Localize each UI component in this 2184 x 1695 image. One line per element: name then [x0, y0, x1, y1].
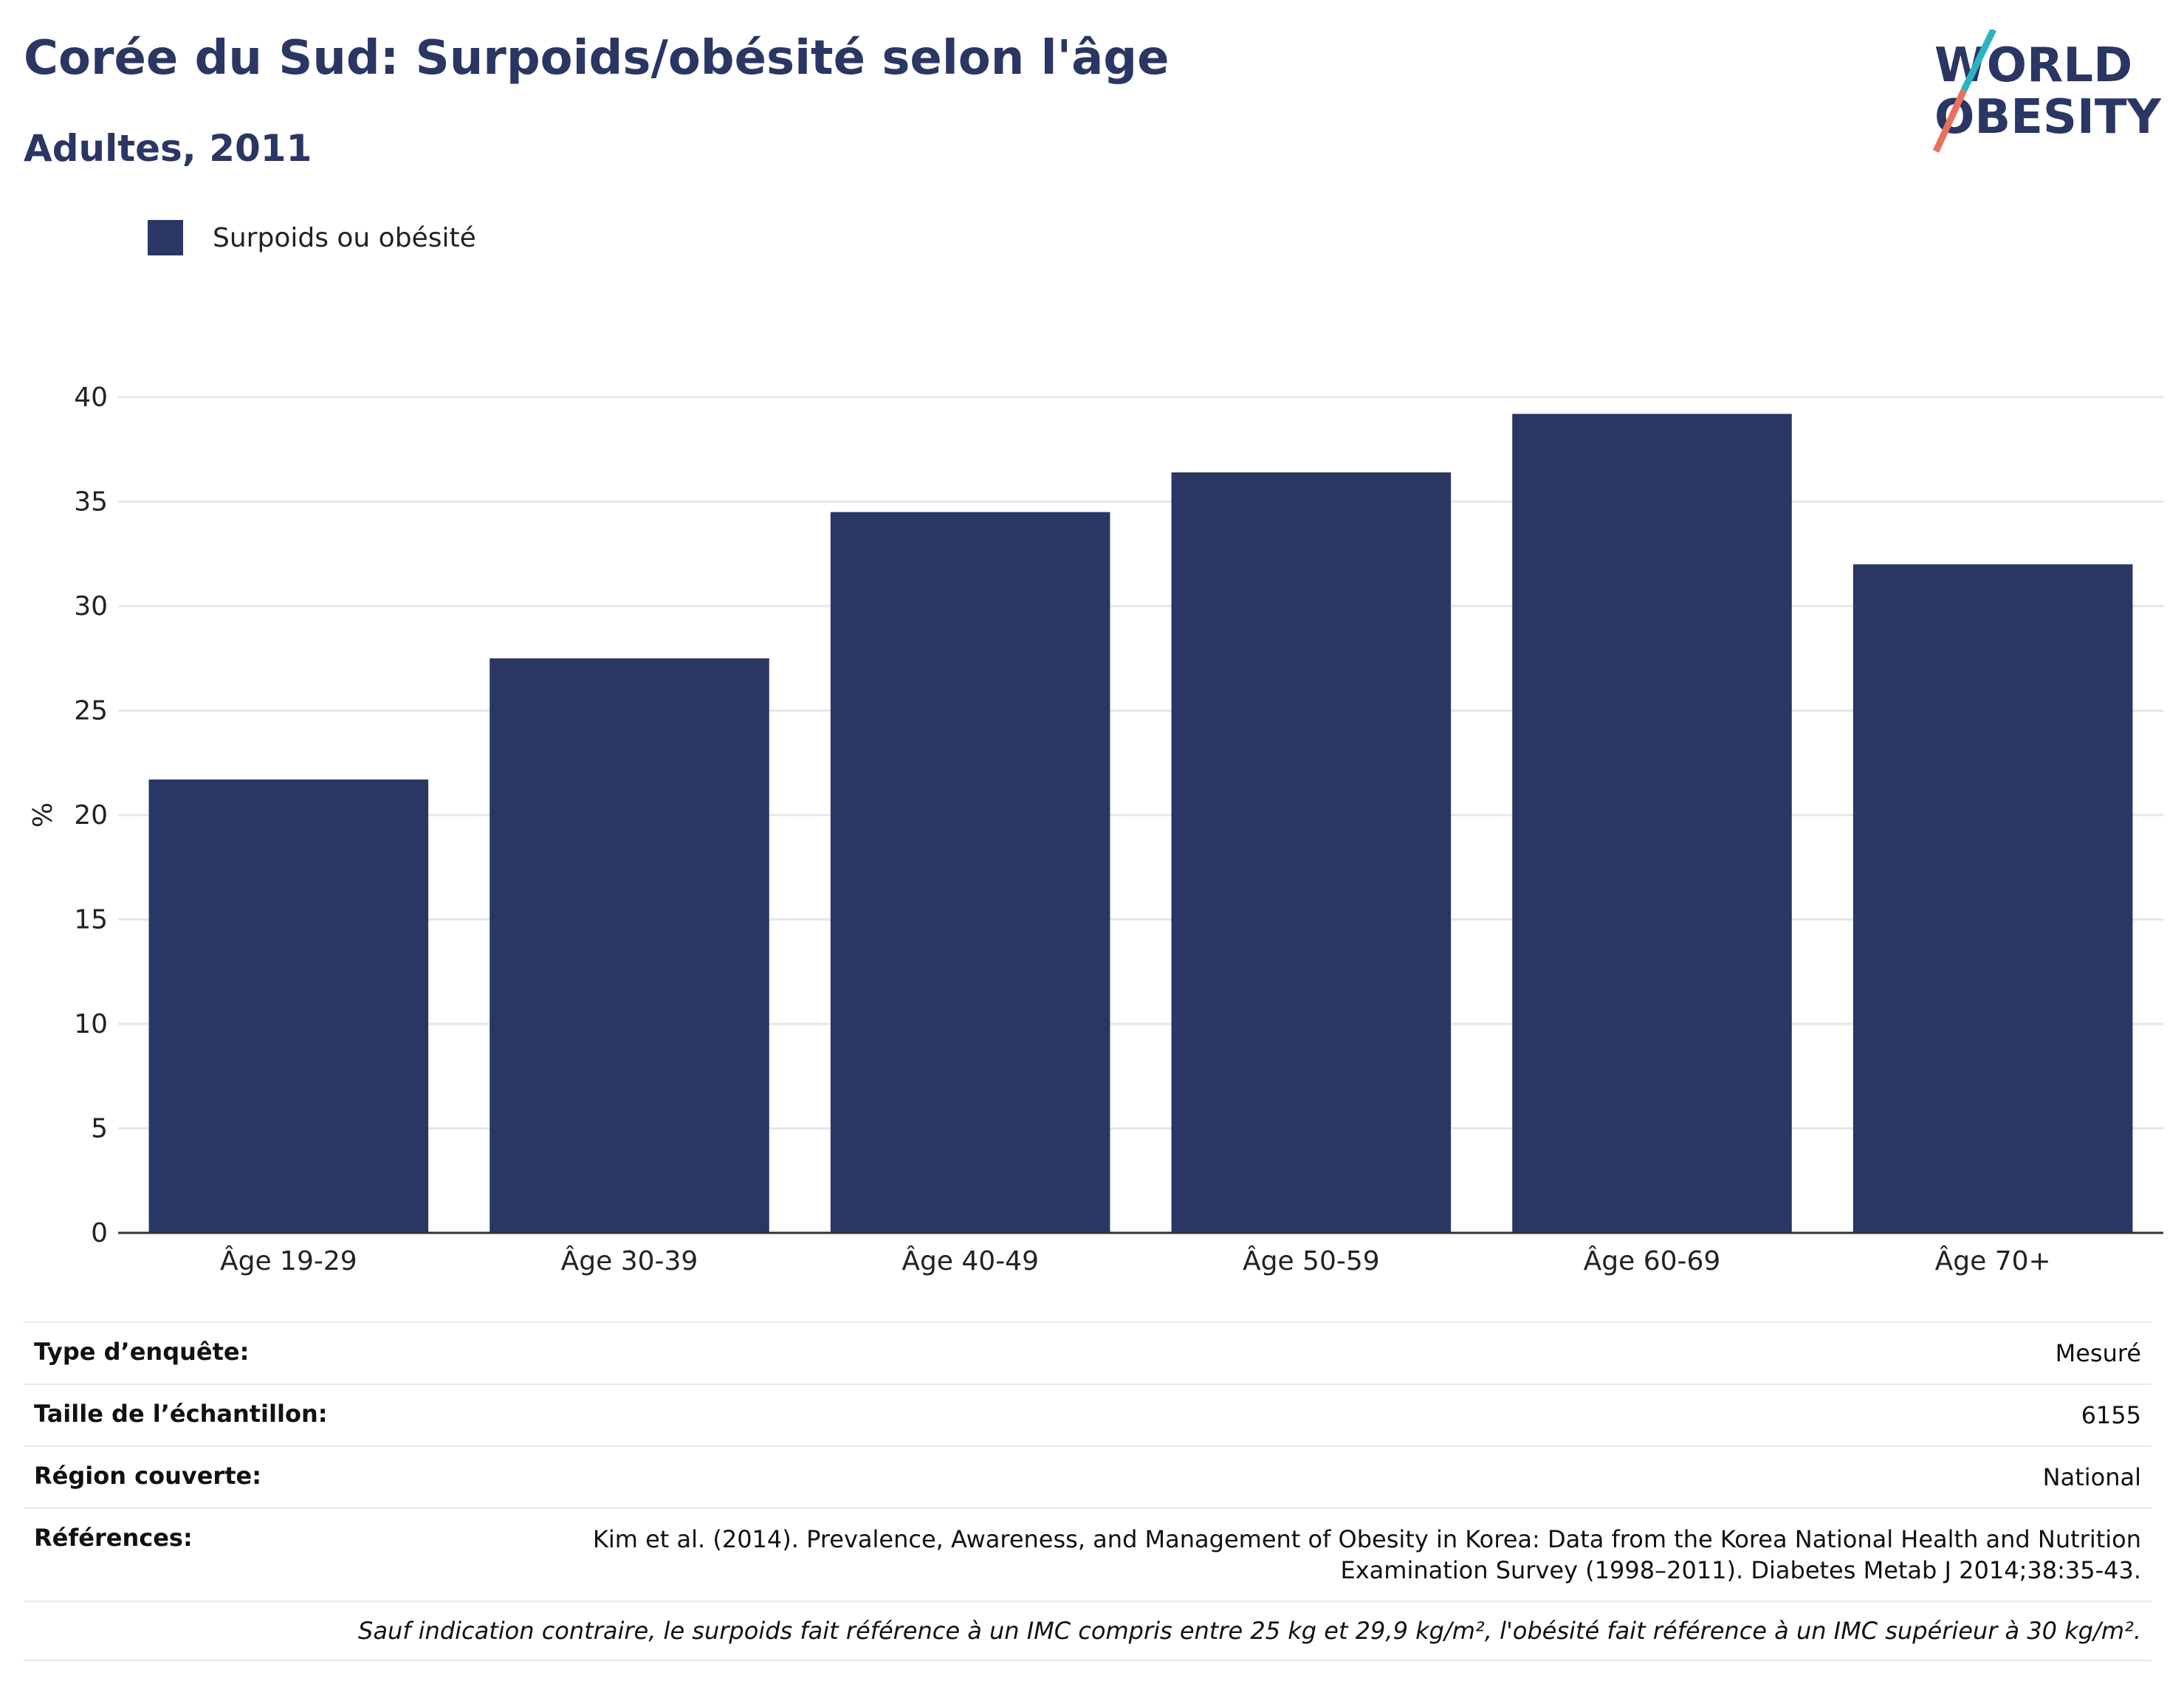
info-value: Mesuré	[2055, 1339, 2141, 1367]
legend-label: Surpoids ou obésité	[213, 222, 476, 253]
bar	[148, 779, 429, 1233]
info-key: Région couverte:	[34, 1462, 261, 1490]
logo-slash-coral	[1932, 89, 1968, 153]
x-tick-label: Âge 70+	[1935, 1245, 2051, 1276]
info-value: 6155	[2081, 1401, 2141, 1429]
info-key: Type d’enquête:	[34, 1338, 250, 1366]
info-note: Sauf indication contraire, le surpoids f…	[24, 1601, 2152, 1661]
y-tick-label: 35	[74, 487, 108, 518]
y-tick-label: 15	[74, 905, 108, 935]
chart-subtitle: Adultes, 2011	[24, 127, 312, 170]
y-tick-label: 30	[74, 591, 108, 622]
x-tick-label: Âge 30-39	[561, 1245, 698, 1276]
info-row-sample-size: Taille de l’échantillon: 6155	[24, 1383, 2152, 1445]
logo-slash-teal	[1960, 30, 1997, 92]
info-key: Taille de l’échantillon:	[34, 1400, 328, 1428]
bar	[1852, 564, 2133, 1233]
world-obesity-logo: WORLD OBESITY	[1932, 30, 2161, 153]
bar	[1512, 413, 1792, 1233]
legend: Surpoids ou obésité	[148, 220, 476, 255]
info-value: Kim et al. (2014). Prevalence, Awareness…	[592, 1525, 2141, 1584]
y-tick-label: 0	[91, 1218, 108, 1248]
y-axis-label: %	[28, 802, 58, 828]
logo-line2: OBESITY	[1934, 90, 2161, 145]
bar	[490, 658, 769, 1233]
info-row-region: Région couverte: National	[24, 1445, 2152, 1507]
bar-chart: 0 5 10 15 20 25 30 35 40% Âge 19-29 Âge 30-39 Âge 4…	[28, 382, 2163, 1276]
x-tick-label: Âge 50-59	[1243, 1245, 1380, 1276]
info-row-survey-type: Type d’enquête: Mesuré	[24, 1321, 2152, 1383]
y-tick-label: 10	[74, 1009, 108, 1039]
bar	[830, 512, 1110, 1233]
chart-title: Corée du Sud: Surpoids/obésité selon l'â…	[24, 31, 1170, 86]
x-tick-label: Âge 40-49	[902, 1245, 1039, 1276]
legend-swatch	[148, 220, 183, 255]
info-row-references: Références: Kim et al. (2014). Prevalenc…	[24, 1507, 2152, 1601]
y-tick-label: 25	[74, 696, 108, 726]
x-tick-label: Âge 60-69	[1584, 1245, 1721, 1276]
y-tick-label: 20	[74, 800, 108, 831]
info-key: Références:	[34, 1524, 193, 1552]
y-tick-label: 5	[91, 1114, 108, 1144]
x-tick-label: Âge 19-29	[220, 1245, 357, 1276]
info-value: National	[2042, 1463, 2141, 1491]
bar	[1171, 472, 1452, 1233]
y-tick-label: 40	[74, 382, 108, 413]
info-table: Type d’enquête: Mesuré Taille de l’échan…	[24, 1321, 2152, 1661]
